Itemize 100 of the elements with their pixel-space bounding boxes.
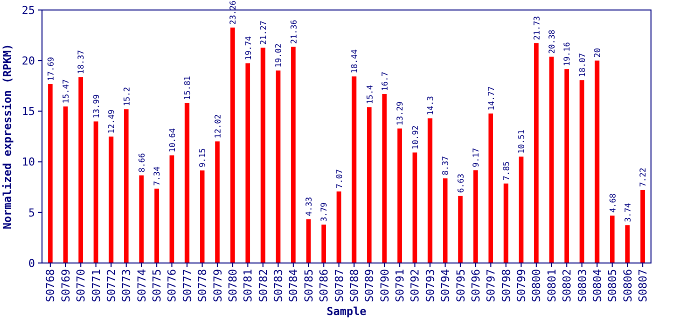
x-tick-label: S0787 [332, 269, 346, 302]
x-tick-label: S0800 [530, 269, 544, 302]
data-label: 15.47 [62, 79, 71, 104]
data-label: 12.49 [107, 109, 116, 134]
x-tick-label: S0799 [515, 269, 528, 302]
x-tick-label: S0775 [150, 269, 164, 302]
bar [321, 224, 326, 263]
x-tick-label: S0785 [302, 269, 316, 302]
data-label: 15.4 [365, 84, 374, 104]
data-label: 8.37 [441, 156, 450, 176]
data-label: 18.44 [350, 49, 360, 74]
y-tick-label: 0 [28, 256, 35, 270]
data-label: 13.29 [396, 101, 405, 126]
data-label: 4.33 [304, 196, 314, 216]
x-tick-label: S0772 [104, 269, 118, 302]
x-tick-label: S0793 [424, 269, 437, 302]
y-tick-label: 5 [28, 206, 35, 220]
bar [336, 191, 342, 263]
bar [124, 109, 129, 263]
bar [63, 106, 68, 263]
data-label: 18.07 [578, 52, 587, 78]
x-tick-label: S0779 [211, 269, 224, 302]
x-tick-label: S0768 [44, 269, 58, 302]
data-label: 18.37 [76, 50, 86, 74]
data-label: 21.73 [532, 16, 542, 40]
x-tick-label: S0781 [242, 269, 255, 302]
x-tick-label: S0794 [439, 268, 452, 302]
x-tick-label: S0790 [378, 269, 392, 302]
x-tick-label: S0786 [318, 269, 331, 302]
data-label: 10.51 [517, 129, 526, 154]
bar [48, 84, 53, 263]
x-tick-label: S0805 [606, 269, 620, 302]
bar [276, 70, 280, 263]
bar [640, 190, 645, 263]
bar [200, 170, 204, 263]
x-tick-label: S0797 [484, 269, 498, 302]
data-label: 23.26 [228, 0, 238, 25]
data-label: 21.36 [289, 20, 298, 44]
y-tick-label: 25 [22, 4, 35, 17]
bar [139, 175, 144, 263]
x-tick-label: S0798 [500, 269, 513, 302]
x-tick-label: S0788 [348, 269, 361, 302]
x-tick-label: S0795 [454, 269, 468, 302]
data-label: 3.79 [320, 202, 329, 222]
bar [488, 114, 494, 263]
bar [78, 77, 84, 263]
bar [94, 121, 98, 263]
x-tick-label: S0778 [196, 269, 210, 302]
data-label: 20 [593, 48, 602, 58]
y-tick-label: 20 [22, 54, 35, 68]
x-tick-label: S0780 [226, 269, 240, 302]
bar [246, 63, 250, 263]
data-label: 21.27 [258, 20, 268, 45]
data-label: 17.69 [46, 56, 56, 81]
data-label: 16.7 [380, 72, 390, 91]
x-tick-label: S0807 [636, 269, 650, 302]
bar [306, 219, 311, 263]
x-tick-label: S0791 [394, 269, 407, 302]
data-label: 8.66 [137, 152, 146, 172]
x-tick-label: S0801 [545, 269, 558, 302]
bar [594, 60, 600, 263]
data-label: 4.68 [608, 193, 618, 213]
data-label: 19.74 [244, 36, 253, 60]
y-tick-label: 15 [22, 105, 35, 118]
data-label: 6.63 [456, 173, 466, 193]
data-label: 3.74 [623, 202, 632, 222]
bar [154, 188, 159, 263]
x-tick-label: S0769 [59, 269, 72, 302]
data-label: 7.07 [334, 169, 344, 188]
data-label: 7.22 [638, 167, 648, 187]
x-tick-label: S0792 [408, 269, 422, 302]
x-tick-label: S0777 [180, 269, 194, 302]
bar [473, 170, 478, 263]
bar [108, 136, 114, 263]
data-label: 14.3 [426, 96, 436, 116]
bar [518, 156, 524, 263]
bar [215, 141, 220, 263]
x-tick-label: S0804 [590, 268, 604, 302]
data-label: 12.02 [213, 114, 222, 138]
bar [549, 56, 554, 263]
bar [428, 118, 432, 263]
data-label: 14.77 [486, 86, 496, 111]
bar [625, 225, 630, 263]
bar [184, 103, 190, 263]
x-tick-label: S0771 [90, 269, 103, 302]
bar [382, 94, 387, 263]
x-tick-label: S0782 [256, 269, 270, 302]
x-tick-label: S0776 [166, 269, 179, 302]
data-label: 7.85 [502, 161, 511, 181]
x-tick-label: S0774 [135, 268, 148, 302]
bar [442, 178, 448, 263]
bar [458, 196, 463, 263]
data-label: 9.15 [198, 148, 208, 168]
y-tick-label: 10 [22, 156, 35, 169]
data-label: 10.64 [168, 128, 177, 152]
y-axis-title: Normalized expression (RPKM) [1, 44, 14, 230]
bar [504, 184, 508, 263]
x-tick-label: S0770 [74, 269, 88, 302]
data-label: 20.38 [548, 29, 557, 54]
x-tick-label: S0802 [560, 269, 574, 302]
